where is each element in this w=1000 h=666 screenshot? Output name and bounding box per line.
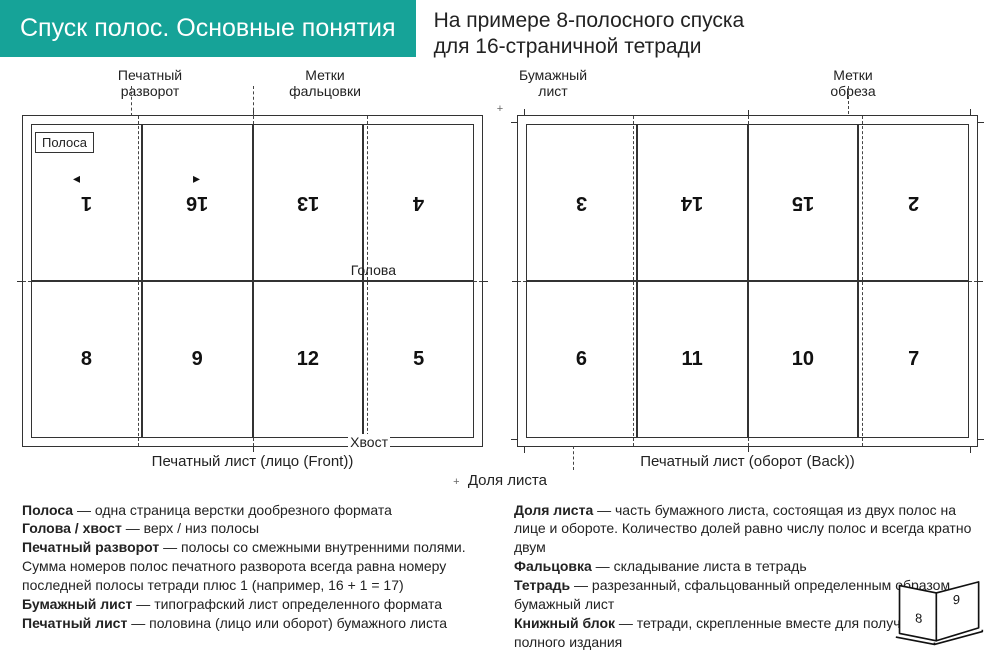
definition-term: Фальцовка — [514, 558, 592, 574]
definition-term: Голова / хвост — [22, 520, 122, 536]
definitions: Полоса — одна страница верстки дообрезно… — [0, 489, 1000, 652]
page-cell: 12 — [253, 281, 364, 438]
page-number: 9 — [192, 348, 203, 371]
page-number: 5 — [413, 348, 424, 371]
label-fold-marks: Метки фальцовки — [289, 67, 361, 99]
page-cell: 4 — [363, 124, 474, 281]
definition-text: — складывание листа в тетрадь — [592, 558, 807, 574]
page-subtitle: На примере 8-полосного спуска для 16-стр… — [416, 0, 763, 61]
page-cell: 14 — [637, 124, 748, 281]
defs-col-1: Полоса — одна страница верстки дообрезно… — [22, 501, 486, 652]
back-sheet: 3 14 15 2 6 11 10 7 — [517, 115, 978, 447]
definition-term: Книжный блок — [514, 615, 615, 631]
hvost-label: Хвост — [348, 434, 390, 450]
page-number: 4 — [413, 191, 424, 214]
definition-text: — половина (лицо или оборот) бумажного л… — [127, 615, 447, 631]
definition-term: Доля листа — [514, 502, 593, 518]
definition-text: — верх / низ полосы — [122, 520, 259, 536]
page-number: 15 — [792, 191, 814, 214]
definition-term: Печатный лист — [22, 615, 127, 631]
arrow-icon: ▸ — [193, 170, 200, 187]
golova-label: Голова — [351, 262, 396, 278]
definition-term: Полоса — [22, 502, 73, 518]
page-number: 2 — [908, 191, 919, 214]
page-number: 3 — [576, 191, 587, 214]
page-cell: 9 — [142, 281, 253, 438]
page-number: 7 — [908, 348, 919, 371]
front-sheet: 1 16 13 4 8 9 12 5 Полоса Голова Хвост ◂ ▸ — [22, 115, 483, 447]
page-number: 14 — [681, 191, 703, 214]
definition-item: Доля листа — часть бумажного листа, сост… — [514, 501, 978, 558]
page-number: 8 — [81, 348, 92, 371]
page-number: 12 — [297, 348, 319, 371]
top-labels: Печатный разворот Метки фальцовки Бумажн… — [0, 67, 1000, 115]
definition-text: — одна страница верстки дообрезного форм… — [73, 502, 392, 518]
page-number: 1 — [81, 191, 92, 214]
subtitle-line1: На примере 8-полосного спуска — [434, 9, 745, 32]
label-trim-marks: Метки обреза — [830, 67, 875, 99]
page-cell: 7 — [858, 281, 969, 438]
page-cell: 16 — [142, 124, 253, 281]
page-number: 6 — [576, 348, 587, 371]
page-cell: 10 — [748, 281, 859, 438]
page-number: 16 — [186, 191, 208, 214]
definition-item: Печатный разворот — полосы со смежными в… — [22, 538, 486, 595]
definition-term: Бумажный лист — [22, 596, 132, 612]
header: Спуск полос. Основные понятия На примере… — [0, 0, 1000, 61]
back-caption: Печатный лист (оборот (Back)) — [517, 453, 978, 470]
page-cell: 13 — [253, 124, 364, 281]
definition-text: — типографский лист определенного формат… — [132, 596, 442, 612]
page-number: 13 — [297, 191, 319, 214]
page-cell: 11 — [637, 281, 748, 438]
booklet-right-page: 9 — [953, 591, 960, 607]
page-cell: 8 — [31, 281, 142, 438]
page-cell: 15 — [748, 124, 859, 281]
subtitle-line2: для 16-страничной тетради — [434, 35, 702, 58]
arrow-icon: ◂ — [73, 170, 80, 187]
booklet-icon: 8 9 — [894, 580, 986, 650]
page-title: Спуск полос. Основные понятия — [0, 0, 416, 57]
definition-item: Полоса — одна страница верстки дообрезно… — [22, 501, 486, 520]
definition-item: Голова / хвост — верх / низ полосы — [22, 519, 486, 538]
booklet-left-page: 8 — [915, 610, 922, 626]
definition-term: Печатный разворот — [22, 539, 159, 555]
page-number: 10 — [792, 348, 814, 371]
front-sheet-wrap: 1 16 13 4 8 9 12 5 Полоса Голова Хвост ◂ ▸ Печа… — [22, 115, 483, 470]
page-cell: 5 — [363, 281, 474, 438]
label-paper-sheet: Бумажный лист — [519, 67, 587, 99]
page-number: 11 — [682, 348, 703, 371]
dolya-label: + Доля листа — [0, 472, 1000, 489]
page-cell: 3 — [526, 124, 637, 281]
label-spread: Печатный разворот — [118, 67, 182, 99]
plus-icon: + — [497, 103, 503, 116]
front-caption: Печатный лист (лицо (Front)) — [22, 453, 483, 470]
definition-item: Печатный лист — половина (лицо или оборо… — [22, 614, 486, 633]
definition-item: Фальцовка — складывание листа в тетрадь — [514, 557, 978, 576]
page-cell: 2 — [858, 124, 969, 281]
definition-item: Бумажный лист — типографский лист опреде… — [22, 595, 486, 614]
page-cell: 6 — [526, 281, 637, 438]
definition-text: — разрезанный, сфальцованный определенны… — [514, 577, 950, 612]
sheets-container: 11613489125 Полоса Голова Хвост ◂ ▸ Печа… — [0, 115, 1000, 470]
polosa-label: Полоса — [35, 132, 94, 153]
back-sheet-wrap: 3 14 15 2 6 11 10 7 Печатный лист (оборот (Back… — [517, 115, 978, 470]
definition-term: Тетрадь — [514, 577, 570, 593]
